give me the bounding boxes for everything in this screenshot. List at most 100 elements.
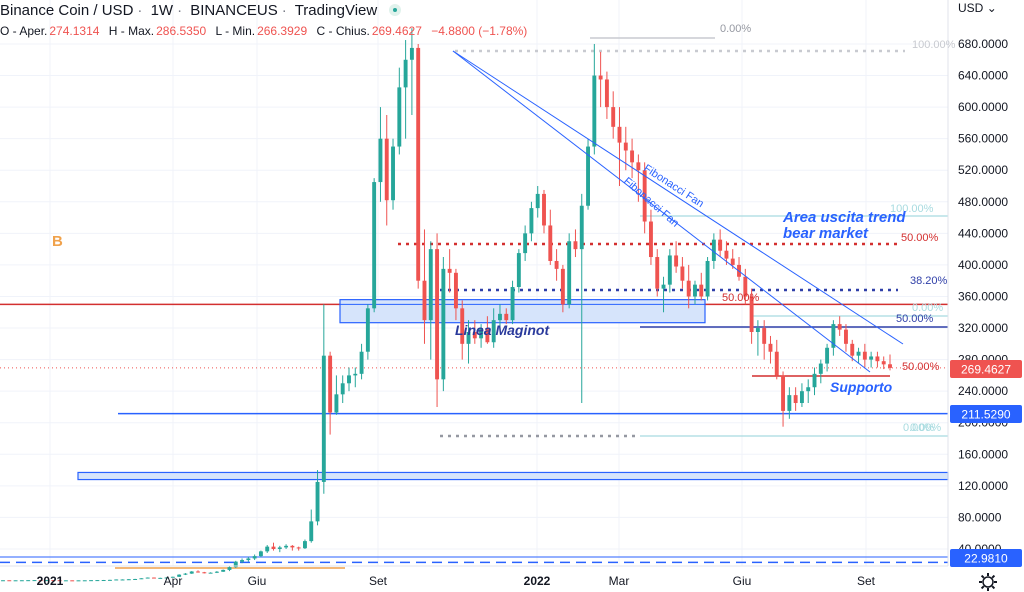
candle[interactable] [667, 249, 672, 293]
candle[interactable] [875, 351, 880, 368]
symbol-name[interactable]: Binance Coin / USD [0, 2, 134, 19]
candle[interactable] [82, 580, 87, 582]
candle[interactable] [347, 367, 351, 392]
candle[interactable] [428, 241, 433, 360]
candle[interactable] [315, 470, 320, 526]
candle[interactable] [70, 580, 75, 582]
candle[interactable] [592, 43, 597, 155]
candle[interactable] [202, 571, 207, 574]
candle[interactable] [89, 580, 94, 582]
candle[interactable] [844, 324, 848, 352]
candle[interactable] [479, 324, 484, 348]
candle[interactable] [441, 257, 446, 392]
candle[interactable] [422, 229, 427, 344]
candle[interactable] [535, 186, 540, 218]
candle[interactable] [309, 509, 314, 543]
candle[interactable] [888, 354, 892, 371]
candle[interactable] [491, 308, 496, 348]
candle[interactable] [126, 579, 131, 581]
candle[interactable] [617, 107, 622, 187]
candle[interactable] [711, 233, 716, 269]
candle[interactable] [32, 580, 37, 582]
candle[interactable] [378, 107, 383, 202]
candle[interactable] [573, 229, 578, 258]
candle[interactable] [774, 339, 779, 380]
candle[interactable] [107, 579, 112, 581]
candle[interactable] [114, 579, 119, 581]
candle[interactable] [416, 43, 421, 289]
candle[interactable] [57, 580, 62, 582]
candle[interactable] [686, 264, 691, 309]
candle[interactable] [737, 257, 741, 281]
candle[interactable] [498, 304, 502, 329]
candle[interactable] [177, 574, 182, 578]
candle[interactable] [718, 229, 723, 258]
candle[interactable] [38, 580, 43, 582]
candle[interactable] [529, 201, 534, 242]
candle[interactable] [214, 571, 219, 574]
candle[interactable] [240, 558, 244, 564]
candle[interactable] [45, 579, 49, 582]
candle[interactable] [277, 545, 282, 553]
symbol-header[interactable]: Binance Coin / USD · 1W · BINANCEUS · Tradi… [0, 2, 402, 19]
candle[interactable] [321, 304, 326, 494]
candle[interactable] [554, 249, 559, 281]
candle[interactable] [642, 162, 647, 234]
candle[interactable] [303, 539, 307, 549]
candle[interactable] [768, 335, 773, 364]
candle[interactable] [680, 257, 685, 289]
candle[interactable] [598, 51, 603, 108]
candle[interactable] [384, 114, 389, 226]
candle[interactable] [145, 577, 150, 579]
candle[interactable] [548, 209, 553, 265]
candle[interactable] [409, 28, 414, 115]
candle[interactable] [504, 308, 509, 325]
candle[interactable] [762, 320, 767, 360]
candle[interactable] [630, 138, 635, 179]
candle[interactable] [7, 580, 12, 582]
candle[interactable] [749, 288, 754, 344]
candle[interactable] [837, 316, 842, 336]
candle[interactable] [825, 343, 830, 372]
candle[interactable] [806, 379, 811, 404]
candle[interactable] [397, 67, 402, 155]
time-axis[interactable]: 2021 Apr Giu Set 2022 Mar Giu Set [0, 565, 948, 588]
candle[interactable] [221, 569, 226, 572]
candle[interactable] [586, 138, 590, 210]
candle[interactable] [133, 578, 138, 580]
candle[interactable] [799, 383, 804, 407]
candle[interactable] [365, 304, 370, 360]
candle[interactable] [196, 570, 200, 573]
candle[interactable] [403, 40, 408, 139]
candle[interactable] [831, 320, 836, 356]
candle[interactable] [655, 249, 660, 297]
candle[interactable] [516, 249, 521, 293]
candle[interactable] [466, 320, 471, 364]
candle[interactable] [705, 257, 710, 301]
candle[interactable] [233, 560, 238, 568]
candle[interactable] [460, 300, 465, 360]
candle[interactable] [743, 268, 748, 305]
candle[interactable] [51, 580, 56, 582]
candle[interactable] [258, 550, 263, 557]
candle[interactable] [391, 138, 395, 210]
candle[interactable] [523, 225, 528, 261]
candle[interactable] [510, 280, 515, 325]
candle[interactable] [1, 580, 5, 582]
candle[interactable] [152, 577, 156, 579]
candle[interactable] [340, 375, 345, 404]
candle[interactable] [604, 71, 609, 119]
candle[interactable] [472, 320, 477, 344]
candle[interactable] [862, 343, 867, 368]
candle[interactable] [290, 545, 295, 551]
candle[interactable] [579, 193, 584, 404]
candle[interactable] [674, 241, 679, 273]
candle[interactable] [781, 371, 786, 427]
candle[interactable] [856, 347, 861, 364]
candle[interactable] [26, 580, 31, 582]
candle[interactable] [793, 387, 798, 411]
candle[interactable] [435, 233, 440, 407]
candle[interactable] [164, 577, 169, 579]
candle[interactable] [296, 546, 301, 551]
candle[interactable] [284, 544, 289, 549]
